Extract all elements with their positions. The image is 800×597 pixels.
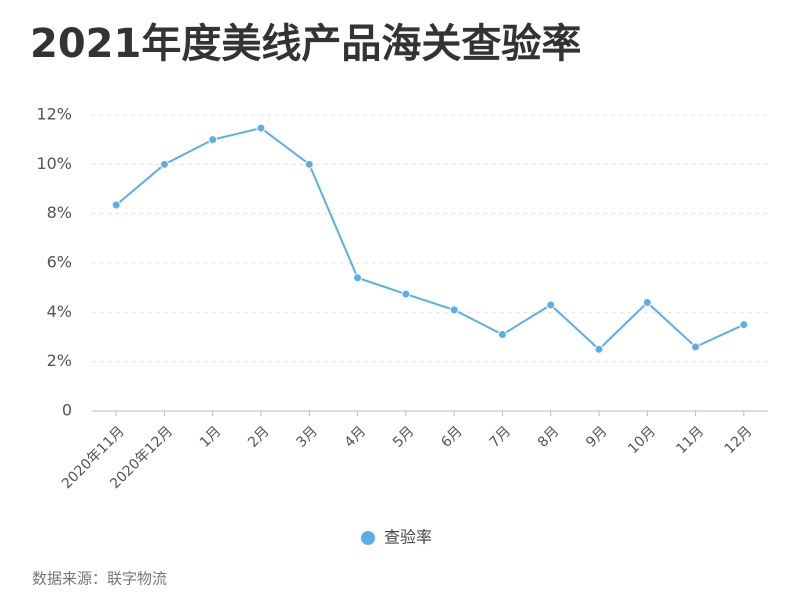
y-tick-label: 10% xyxy=(36,154,72,173)
y-tick-label: 12% xyxy=(36,105,72,124)
x-tick-label: 7月 xyxy=(487,423,515,451)
data-point xyxy=(546,300,556,310)
data-point xyxy=(111,200,121,210)
legend-label: 查验率 xyxy=(384,528,432,547)
x-tick-label: 1月 xyxy=(197,423,225,451)
x-tick-label: 6月 xyxy=(438,423,466,451)
data-point xyxy=(642,297,652,307)
x-tick-label: 10月 xyxy=(625,423,659,457)
x-tick-label: 8月 xyxy=(535,423,563,451)
data-point xyxy=(594,344,604,354)
y-tick-label: 6% xyxy=(47,253,72,272)
x-tick-label: 12月 xyxy=(722,423,756,457)
y-tick-label: 2% xyxy=(47,351,72,370)
x-tick-label: 3月 xyxy=(293,423,321,451)
data-point xyxy=(353,273,363,283)
data-point xyxy=(497,330,507,340)
data-point xyxy=(256,123,266,133)
data-line xyxy=(115,126,745,351)
x-tick-label: 2月 xyxy=(245,423,273,451)
data-point xyxy=(449,305,459,315)
data-point xyxy=(159,159,169,169)
source-note: 数据来源：联字物流 xyxy=(32,570,167,588)
x-tick-label: 9月 xyxy=(583,423,611,451)
y-tick-label: 8% xyxy=(47,203,72,222)
y-tick-label: 4% xyxy=(47,302,72,321)
y-tick-label: 0 xyxy=(62,401,72,420)
x-tick-label: 11月 xyxy=(673,423,707,457)
x-tick-label: 4月 xyxy=(342,423,370,451)
data-point xyxy=(739,320,749,330)
x-tick-label: 5月 xyxy=(390,423,418,451)
data-point xyxy=(304,159,314,169)
chart-title: 2021年度美线产品海关查验率 xyxy=(30,21,581,67)
data-point xyxy=(401,289,411,299)
data-point xyxy=(208,135,218,145)
legend-marker xyxy=(361,531,375,545)
data-point xyxy=(691,342,701,352)
